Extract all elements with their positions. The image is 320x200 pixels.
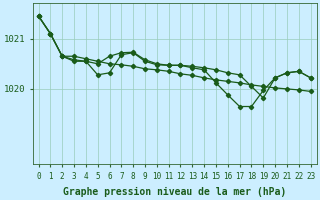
X-axis label: Graphe pression niveau de la mer (hPa): Graphe pression niveau de la mer (hPa) — [63, 186, 286, 197]
